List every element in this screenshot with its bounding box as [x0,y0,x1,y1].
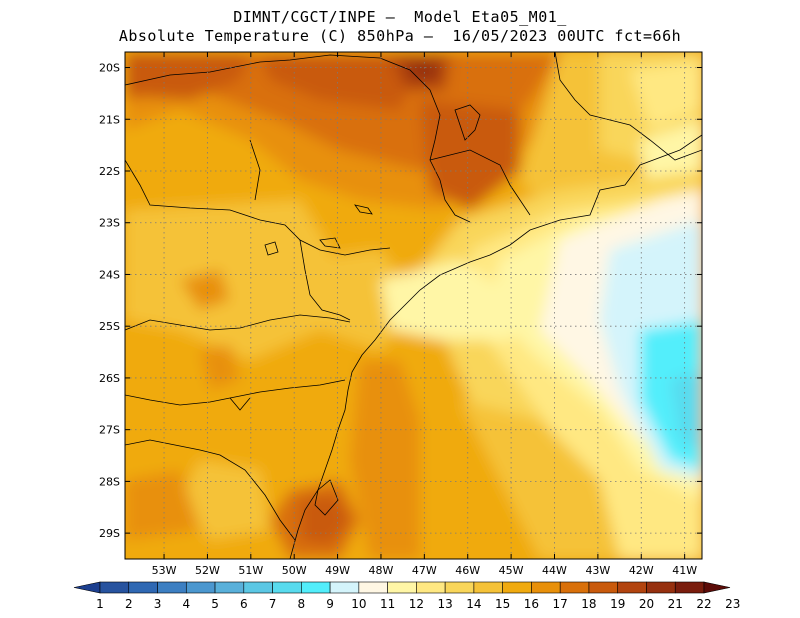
colorbar-label: 23 [725,597,740,611]
colorbar-swatch [185,581,216,594]
colorbar-swatch [646,581,676,594]
colorbar-label: 8 [298,597,306,611]
lon-tick-label: 53W [152,564,177,577]
colorbar-label: 2 [125,597,133,611]
colorbar-label: 19 [610,597,625,611]
lat-tick-label: 21S [99,113,120,126]
temperature-field [125,52,702,559]
colorbar-label: 18 [581,597,596,611]
lat-tick-label: 24S [99,268,120,281]
colorbar-swatch [243,581,273,594]
lon-tick-label: 48W [369,564,394,577]
colorbar-swatch [387,581,417,594]
colorbar-swatch [99,581,130,594]
lon-tick-label: 42W [629,564,654,577]
lon-tick-label: 44W [542,564,567,577]
lat-tick-label: 26S [99,372,120,385]
colorbar-swatch [444,581,475,594]
colorbar-swatch [617,581,647,594]
lon-tick-label: 49W [325,564,350,577]
colorbar-label: 16 [524,597,539,611]
colorbar-label: 14 [466,597,481,611]
colorbar-swatch [502,581,532,594]
colorbar-swatch [214,581,245,594]
lat-tick-label: 23S [99,217,120,230]
colorbar-label: 11 [380,597,395,611]
political-boundaries [125,52,702,559]
colorbar-label: 12 [409,597,424,611]
lat-tick-label: 27S [99,424,120,437]
lon-tick-label: 46W [455,564,480,577]
lon-tick-label: 47W [412,564,437,577]
colorbar-label: 1 [96,597,104,611]
colorbar-label: 10 [351,597,366,611]
lat-tick-label: 29S [99,527,120,540]
lon-tick-label: 41W [672,564,697,577]
lon-tick-label: 52W [195,564,220,577]
colorbar-label: 6 [240,597,248,611]
lon-tick-label: 51W [238,564,263,577]
colorbar-swatch [559,581,590,594]
colorbar-swatch [473,581,503,594]
map-title-line-2: Absolute Temperature (C) 850hPa – 16/05/… [118,27,682,45]
colorbar-arrow-low [73,581,101,594]
colorbar-label: 13 [438,597,453,611]
colorbar-label: 17 [553,597,568,611]
lon-tick-label: 50W [282,564,307,577]
lat-tick-label: 28S [99,475,120,488]
colorbar-label: 15 [495,597,510,611]
colorbar-label: 21 [668,597,683,611]
lon-tick-label: 45W [499,564,524,577]
colorbar-swatch [531,581,561,594]
colorbar-label: 3 [154,597,162,611]
colorbar-arrow-high [703,581,731,594]
longitude-ticks: 53W 52W 51W 50W 49W 48W 47W 46W 45W 44W 43W 42W 41W [152,52,697,577]
colorbar-swatch [272,581,302,594]
colorbar-swatch [157,581,187,594]
colorbar-swatch [301,581,331,594]
colorbar-label: 5 [211,597,219,611]
lat-lon-grid [125,52,702,559]
colorbar-label: 20 [639,597,654,611]
map-frame [124,51,703,560]
latitude-ticks: 20S 21S 22S 23S 24S 25S 26S 27S 28S 29S [99,62,702,540]
colorbar-swatch [588,581,619,594]
colorbar-swatch [329,581,360,594]
colorbar-swatch [128,581,158,594]
map-title-line-1: DIMNT/CGCT/INPE – Model Eta05_M01_ [233,8,567,26]
colorbar-label: 9 [326,597,334,611]
lat-tick-label: 25S [99,320,120,333]
colorbar-label: 22 [696,597,711,611]
lat-tick-label: 20S [99,62,120,75]
colorbar-swatch [674,581,705,594]
colorbar-swatch [416,581,446,594]
colorbar-swatch [358,581,388,594]
lon-tick-label: 43W [585,564,610,577]
colorbar-label: 7 [269,597,277,611]
colorbar-label: 4 [182,597,190,611]
lat-tick-label: 22S [99,165,120,178]
